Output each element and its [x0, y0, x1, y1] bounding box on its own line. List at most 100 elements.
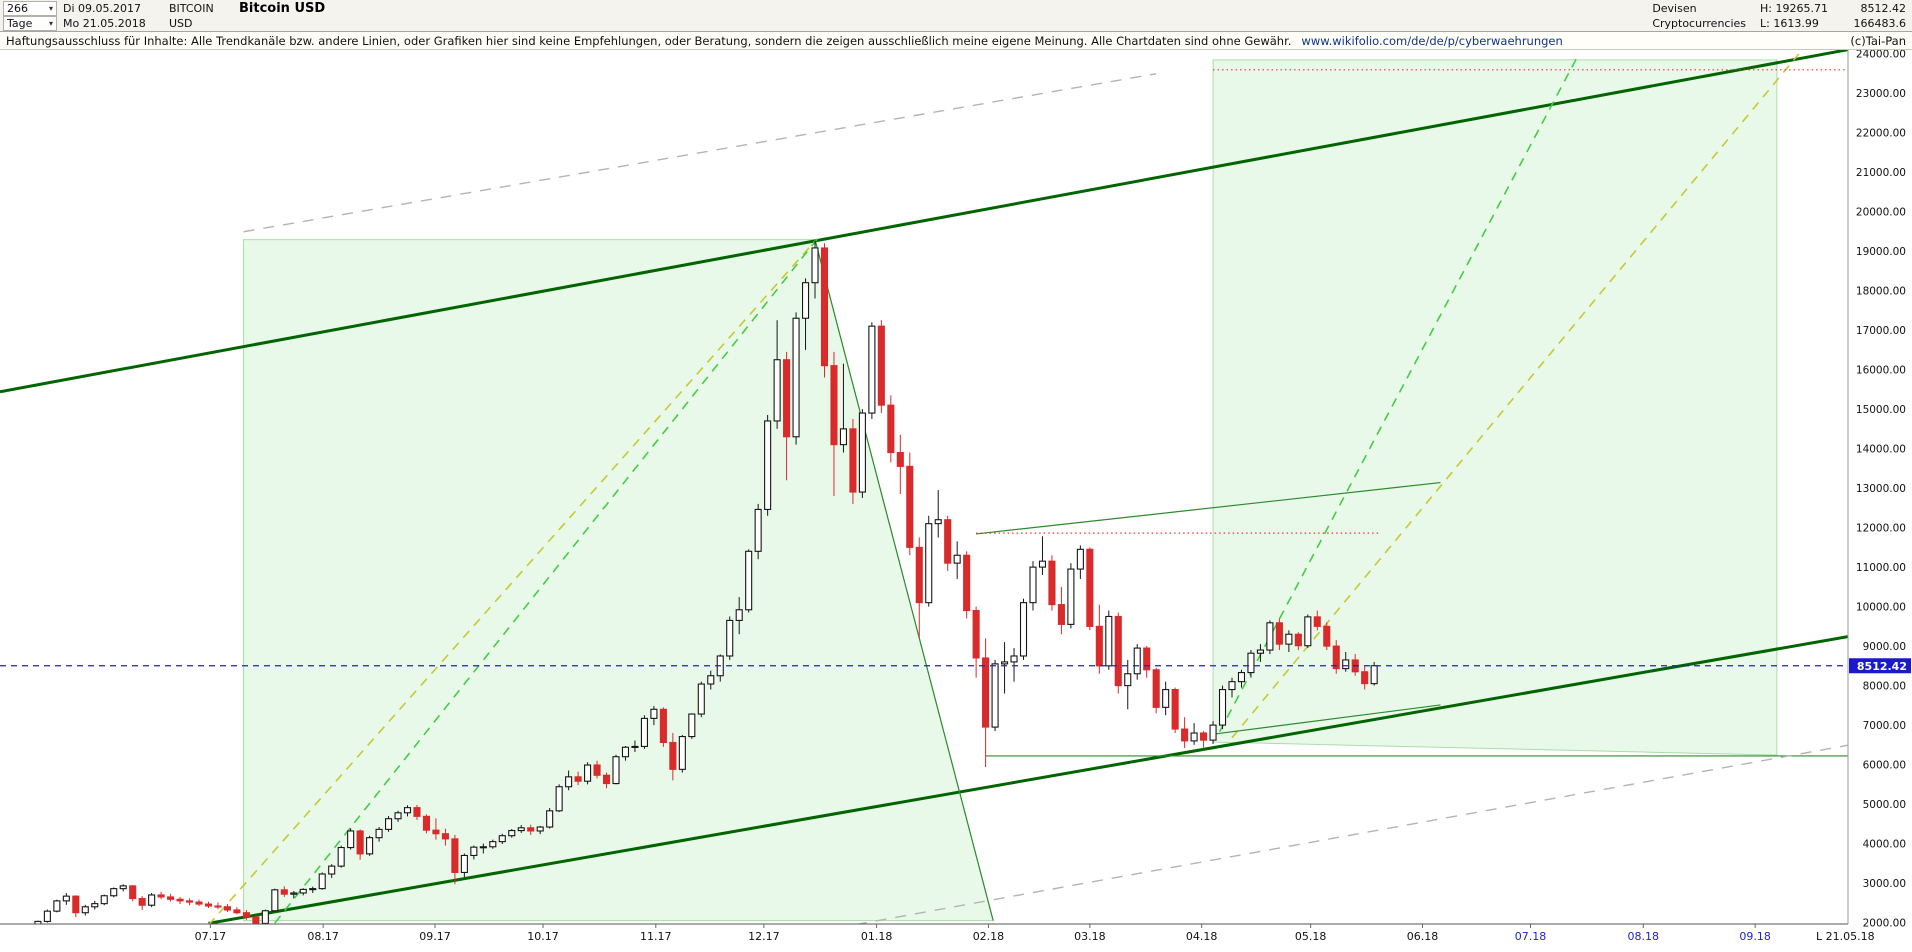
toolbar: 266 ▾ Di 09.05.2017 BITCOIN Bitcoin USD …	[0, 0, 1912, 32]
category-labels: Devisen Cryptocurrencies	[1652, 1, 1746, 31]
candle-body	[1218, 689, 1227, 726]
candle-body	[640, 717, 648, 747]
category-main: Devisen	[1652, 2, 1697, 15]
candle-body	[1114, 615, 1122, 687]
candle-body	[204, 903, 213, 907]
candle-body	[195, 901, 203, 905]
candle-body	[508, 830, 516, 837]
candle-body	[934, 519, 942, 525]
candle-body	[858, 412, 866, 493]
period-high-label: H: 19265.71	[1760, 2, 1828, 15]
candle-body	[707, 675, 715, 685]
end-date: Mo 21.05.2018	[63, 17, 146, 30]
upper-gray-projection	[243, 73, 1157, 233]
month-label: 11.17	[640, 930, 672, 943]
candle-body	[347, 830, 355, 849]
candle-body	[1190, 732, 1198, 742]
period-dropdown[interactable]: Tage ▾	[3, 16, 57, 31]
candle-body	[176, 898, 184, 902]
candle-body	[1237, 672, 1246, 683]
bars-count-dropdown[interactable]: 266 ▾	[3, 1, 57, 16]
y-axis-label: 17000.00	[1856, 325, 1906, 337]
last-price-tag-label: 8512.42	[1857, 660, 1907, 673]
rally-trendline-2017-yellow	[208, 240, 816, 924]
candle-body	[612, 756, 620, 785]
copyright-label: (c)Tai-Pan	[1850, 33, 1906, 48]
candle-body	[489, 841, 497, 848]
month-label: 09.18	[1739, 930, 1771, 943]
candle-body	[1342, 659, 1350, 670]
candle-body	[697, 683, 705, 715]
candle-body	[688, 713, 696, 738]
candle-body	[432, 829, 440, 835]
y-axis-label: 19000.00	[1856, 246, 1906, 258]
candle-body	[413, 807, 421, 817]
candle-body	[375, 828, 383, 839]
candle-body	[811, 247, 819, 284]
candle-body	[394, 812, 402, 820]
candle-body	[1162, 689, 1170, 708]
peak-decline-line	[814, 239, 994, 921]
candle-body	[280, 889, 288, 895]
candle-body	[1105, 615, 1113, 667]
candle-body	[726, 619, 734, 657]
candle-body	[527, 827, 535, 832]
candle-body	[309, 888, 317, 891]
candle-body	[887, 404, 895, 454]
candle-body	[764, 420, 772, 510]
candle-body	[62, 895, 70, 902]
month-label: 12.17	[748, 930, 780, 943]
candle-body	[1048, 560, 1056, 606]
y-axis-label: 8000.00	[1863, 681, 1906, 693]
candle-body	[498, 835, 506, 843]
candle-body	[185, 900, 194, 903]
candle-body	[119, 885, 127, 890]
y-axis-label: 12000.00	[1856, 523, 1906, 535]
candle-body	[602, 774, 611, 785]
candle-body	[792, 317, 800, 438]
candle-body	[546, 810, 554, 828]
candle-body	[1332, 645, 1340, 670]
category-sub: Cryptocurrencies	[1652, 17, 1747, 30]
candle-body	[754, 508, 762, 552]
candlestick-chart[interactable]: 2000.00 3000.00 4000.00 5000.00 6000.00 7000.…	[0, 50, 1912, 952]
y-axis-label: 15000.00	[1856, 404, 1906, 416]
candle-body	[470, 846, 478, 857]
candle-body	[1200, 732, 1208, 741]
chevron-down-icon: ▾	[48, 4, 53, 13]
quote-info: Devisen Cryptocurrencies H: 19265.71 L: …	[1652, 0, 1912, 31]
candle-body	[982, 657, 990, 728]
y-axis-label: 23000.00	[1856, 88, 1906, 100]
chevron-down-icon: ▾	[48, 19, 53, 28]
y-axis-label: 9000.00	[1863, 641, 1906, 653]
month-label: 05.18	[1295, 930, 1327, 943]
last-values: 8512.42 166483.6	[1842, 1, 1907, 31]
y-axis-label: 3000.00	[1863, 878, 1906, 890]
candle-body	[1181, 728, 1189, 742]
candle-body	[1266, 622, 1274, 651]
candle-body	[271, 889, 279, 912]
y-axis-label: 13000.00	[1856, 483, 1906, 495]
trend-lines	[0, 50, 1848, 924]
y-axis-label: 2000.00	[1863, 918, 1906, 930]
candle-body	[915, 546, 923, 604]
candle-body	[1304, 616, 1312, 647]
y-axis-label: 5000.00	[1863, 799, 1906, 811]
candle-body	[678, 736, 686, 770]
candle-body	[1285, 633, 1293, 645]
candle-body	[1086, 548, 1094, 627]
wikifolio-link[interactable]: www.wikifolio.com/de/de/p/cyberwaehrunge…	[1301, 33, 1563, 48]
candle-body	[1209, 724, 1217, 741]
candle-body	[621, 746, 630, 758]
candle-body	[328, 865, 336, 875]
candle-body	[53, 900, 61, 912]
month-label: 09.17	[419, 930, 451, 943]
candle-body	[593, 764, 601, 776]
candle-body	[72, 895, 80, 914]
candle-body	[631, 745, 639, 748]
candle-body	[1256, 649, 1264, 654]
candle-body	[356, 830, 364, 855]
candle-body	[261, 910, 269, 924]
bull-channel-area-2018	[1212, 59, 1778, 756]
